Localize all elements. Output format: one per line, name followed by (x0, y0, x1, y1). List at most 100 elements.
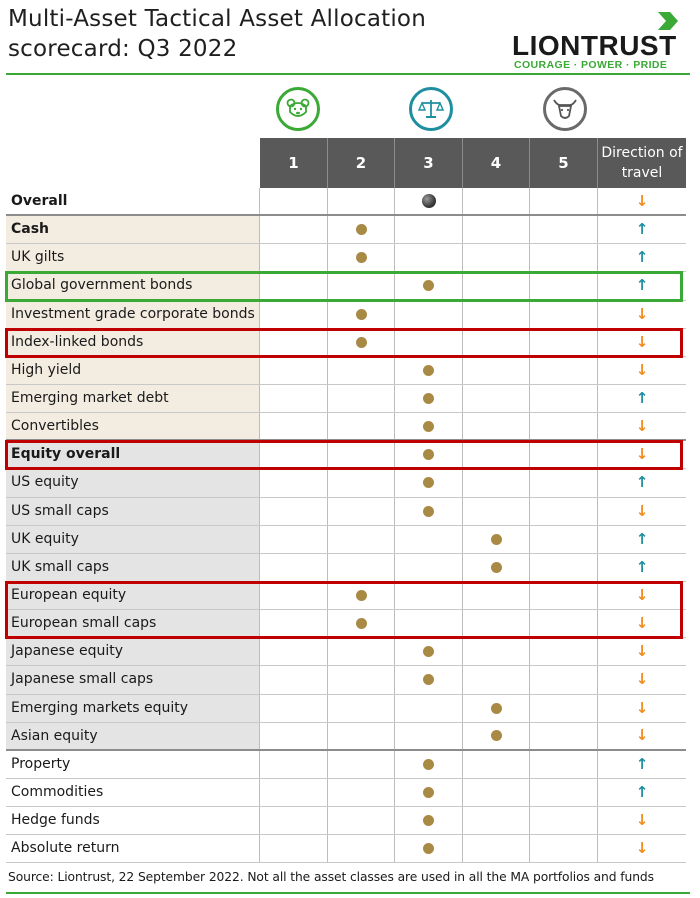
direction-cell: ↑ (598, 779, 686, 806)
score-cell-2 (328, 666, 395, 694)
score-dot (423, 393, 434, 405)
liontrust-logo: LIONTRUST COURAGE · POWER · PRIDE (512, 12, 678, 71)
score-dot (421, 194, 436, 209)
arrow-up-icon: ↑ (635, 389, 649, 408)
score-cell-3 (395, 610, 463, 638)
score-cell-2 (328, 581, 395, 610)
score-dot (423, 758, 434, 770)
score-cell-4 (463, 413, 530, 440)
score-cell-1 (260, 469, 328, 497)
asset-class-label: Global government bonds (6, 272, 260, 300)
score-dot (423, 364, 434, 376)
score-cell-1 (260, 694, 328, 722)
direction-cell: ↓ (598, 666, 686, 693)
score-dot (490, 702, 502, 714)
direction-cell: ↓ (598, 638, 686, 665)
score-cell-2 (328, 553, 395, 581)
score-cell-1 (260, 525, 328, 553)
score-cell-5 (530, 188, 598, 215)
table-row: US small caps ↓ (6, 497, 686, 526)
score-cell-2 (328, 272, 395, 300)
arrow-down-icon: ↓ (635, 360, 649, 379)
direction-cell: ↑ (598, 272, 686, 299)
score-cell-4 (463, 553, 530, 581)
table-row: Cash ↑ (6, 216, 686, 245)
score-cell-5 (530, 384, 598, 413)
score-cell-1 (260, 722, 328, 749)
score-cell-5 (530, 469, 598, 497)
score-cell-4 (463, 244, 530, 272)
score-dot (423, 449, 434, 461)
direction-cell: ↓ (598, 498, 686, 525)
score-col-2-header: 2 (328, 138, 395, 188)
top-rule (6, 73, 690, 75)
score-cell-4 (463, 610, 530, 638)
score-cell-4 (463, 722, 530, 749)
direction-cell: ↓ (598, 188, 686, 214)
score-cell-5 (530, 272, 598, 300)
score-cell-2 (328, 694, 395, 722)
score-cell-2 (328, 638, 395, 666)
direction-cell: ↑ (598, 469, 686, 496)
score-cell-3 (395, 581, 463, 610)
arrow-down-icon: ↓ (635, 304, 649, 323)
table-row: Japanese equity ↓ (6, 638, 686, 667)
direction-cell: ↓ (598, 610, 686, 637)
score-dot (355, 618, 367, 630)
asset-class-label: Cash (6, 216, 260, 244)
table-row: Property ↑ (6, 750, 686, 779)
score-cell-2 (328, 778, 395, 807)
table-row: Absolute return ↓ (6, 835, 686, 864)
score-dot (355, 336, 367, 348)
score-cell-2 (328, 300, 395, 328)
asset-class-label: UK gilts (6, 244, 260, 272)
score-cell-1 (260, 638, 328, 666)
table-row: UK gilts ↑ (6, 244, 686, 273)
score-cell-3 (395, 553, 463, 581)
direction-cell: ↑ (598, 751, 686, 778)
score-cell-2 (328, 835, 395, 863)
direction-cell: ↑ (598, 385, 686, 412)
arrow-up-icon: ↑ (635, 557, 649, 576)
asset-class-label: Equity overall (6, 441, 260, 469)
arrow-up-icon: ↑ (635, 248, 649, 267)
asset-class-label: Investment grade corporate bonds (6, 300, 260, 328)
score-cell-4 (463, 356, 530, 384)
table-row: UK small caps ↑ (6, 553, 686, 582)
bottom-rule (6, 892, 690, 894)
score-dot (355, 224, 367, 236)
score-cell-1 (260, 413, 328, 440)
score-cell-3 (395, 300, 463, 328)
score-cell-1 (260, 384, 328, 413)
asset-class-label: Hedge funds (6, 807, 260, 835)
direction-cell: ↓ (598, 329, 686, 356)
score-cell-3 (395, 413, 463, 440)
score-cell-1 (260, 328, 328, 356)
score-cell-1 (260, 581, 328, 610)
score-cell-1 (260, 272, 328, 300)
score-cell-4 (463, 778, 530, 807)
score-dot (423, 420, 434, 432)
table-row: UK equity ↑ (6, 525, 686, 554)
score-cell-1 (260, 807, 328, 835)
score-cell-2 (328, 356, 395, 384)
score-cell-5 (530, 356, 598, 384)
score-cell-1 (260, 356, 328, 384)
table-row: Convertibles ↓ (6, 413, 686, 442)
score-cell-4 (463, 384, 530, 413)
score-cell-1 (260, 750, 328, 778)
asset-class-label: US equity (6, 469, 260, 497)
score-cell-3 (395, 750, 463, 778)
arrow-down-icon: ↓ (635, 642, 649, 661)
direction-cell: ↓ (598, 357, 686, 384)
score-cell-5 (530, 497, 598, 525)
score-cell-5 (530, 638, 598, 666)
asset-class-label: High yield (6, 356, 260, 384)
score-cell-2 (328, 750, 395, 778)
table-row: Japanese small caps ↓ (6, 666, 686, 695)
asset-class-label: Japanese small caps (6, 666, 260, 694)
score-cell-5 (530, 525, 598, 553)
score-cell-1 (260, 497, 328, 525)
direction-header: Direction of travel (598, 138, 686, 188)
score-cell-1 (260, 300, 328, 328)
